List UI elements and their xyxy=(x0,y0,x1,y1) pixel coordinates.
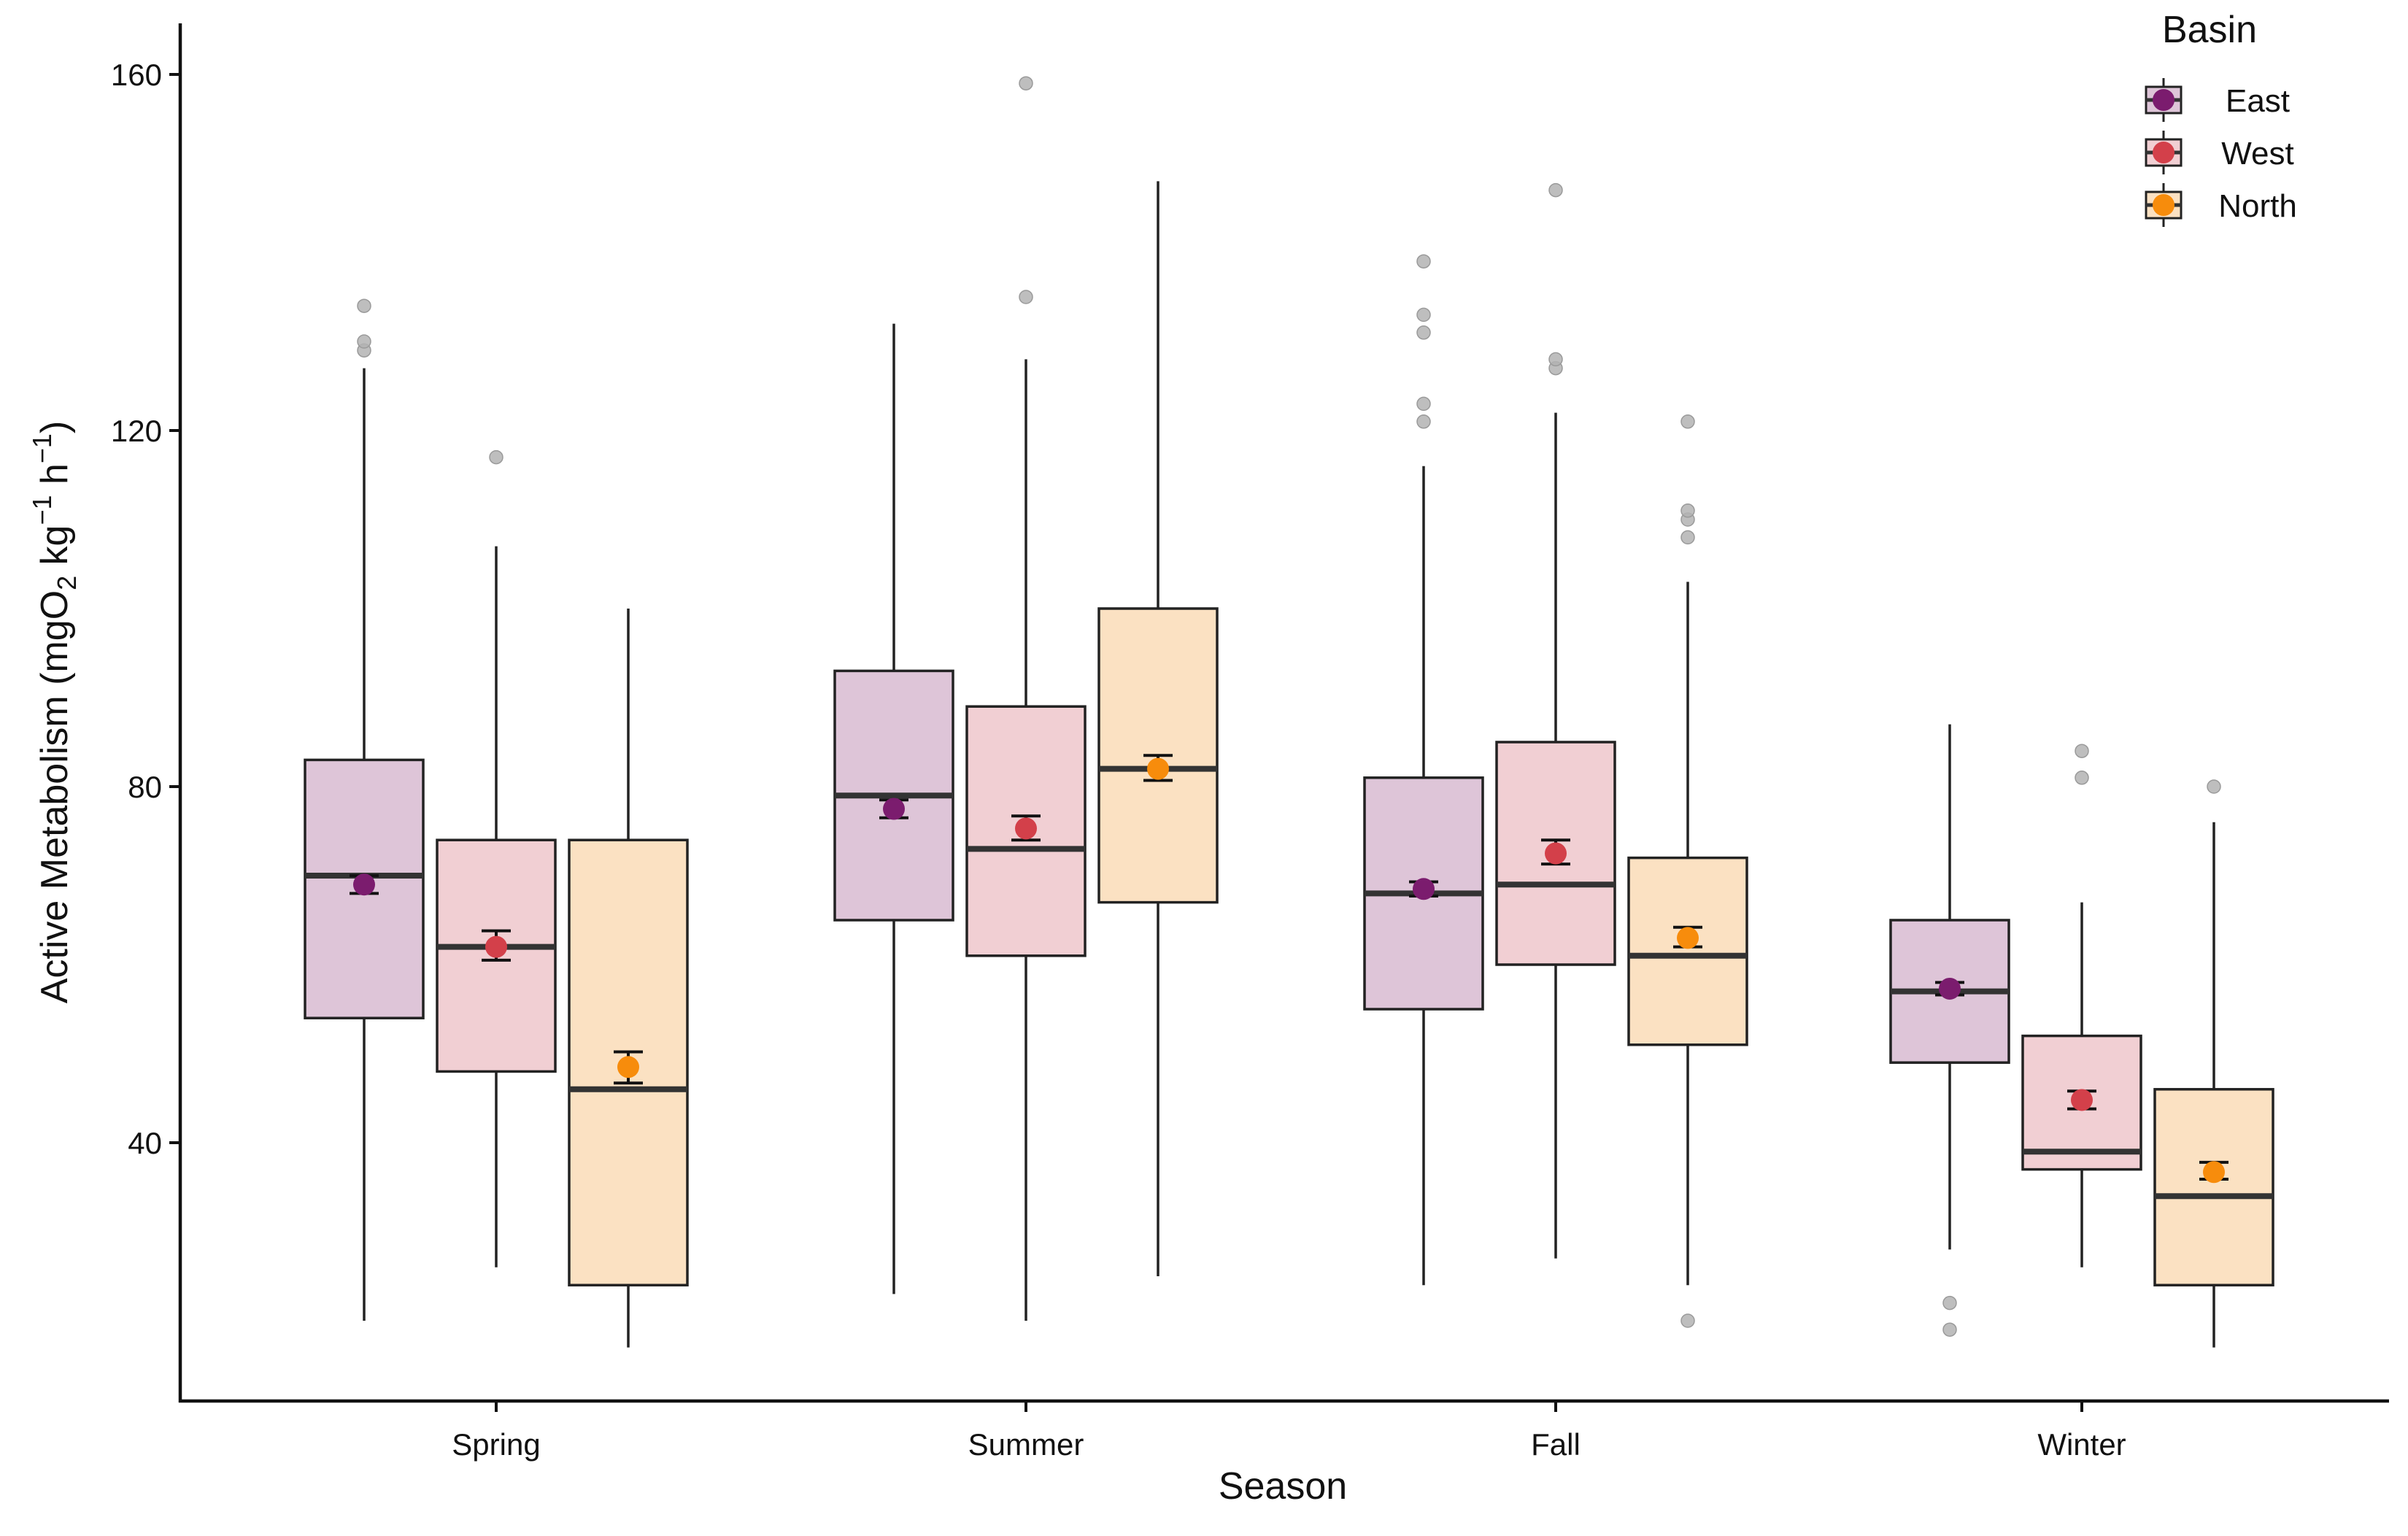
box-east-winter xyxy=(1889,724,2010,1337)
box-east-summer xyxy=(833,323,954,1294)
y-tick-label: 40 xyxy=(128,1126,162,1160)
legend-title: Basin xyxy=(2162,9,2257,51)
mean-point xyxy=(1545,842,1567,865)
mean-point xyxy=(883,798,905,820)
outlier-point xyxy=(357,298,371,313)
legend-label: West xyxy=(2221,136,2293,171)
legend: Basin East West North xyxy=(2145,9,2297,227)
mean-point xyxy=(353,873,375,896)
outlier-point xyxy=(1680,1313,1695,1328)
x-axis-title: Season xyxy=(1219,1465,1347,1508)
box-north-spring xyxy=(568,609,689,1348)
outlier-point xyxy=(1680,530,1695,545)
box-east-spring xyxy=(304,298,425,1321)
outlier-point xyxy=(1019,76,1033,90)
y-tick-label: 160 xyxy=(111,58,162,92)
box-iqr xyxy=(1627,856,1748,1046)
mean-point xyxy=(1677,927,1699,949)
mean-point xyxy=(485,935,507,958)
outlier-point xyxy=(489,449,503,465)
mean-point xyxy=(2071,1089,2093,1111)
axes: 40 80 120 160 Spring Summer Fall Winter Season… xyxy=(27,23,2389,1508)
box-west-spring xyxy=(436,449,557,1267)
outlier-point xyxy=(1416,325,1431,340)
outlier-point xyxy=(1680,414,1695,429)
y-tick-label: 120 xyxy=(111,414,162,448)
outlier-point xyxy=(1416,307,1431,323)
box-north-fall xyxy=(1627,414,1748,1328)
outlier-point xyxy=(1416,414,1431,429)
legend-key-point xyxy=(2153,194,2174,216)
legend-label: North xyxy=(2218,188,2297,224)
box-west-fall xyxy=(1495,182,1616,1259)
outlier-point xyxy=(1416,254,1431,269)
outlier-point xyxy=(1548,182,1563,198)
legend-entry-west: West xyxy=(2145,131,2294,174)
mean-point xyxy=(1015,817,1037,840)
box-north-winter xyxy=(2153,779,2274,1348)
x-tick-label: Spring xyxy=(452,1427,540,1462)
box-east-fall xyxy=(1363,254,1484,1286)
outlier-point xyxy=(2075,771,2089,785)
x-tick-label: Summer xyxy=(968,1427,1084,1462)
y-tick-label: 80 xyxy=(128,770,162,804)
legend-label: East xyxy=(2226,83,2290,119)
legend-entry-east: East xyxy=(2145,78,2290,122)
legend-key-point xyxy=(2153,89,2174,111)
outlier-point xyxy=(1548,352,1563,367)
outlier-point xyxy=(1942,1322,1957,1337)
legend-key-point xyxy=(2153,142,2174,163)
outlier-point xyxy=(1680,503,1695,518)
x-tick-label: Fall xyxy=(1531,1427,1581,1462)
box-west-summer xyxy=(965,76,1087,1321)
mean-point xyxy=(617,1056,639,1078)
mean-point xyxy=(1939,977,1961,1000)
x-tick-label: Winter xyxy=(2037,1427,2126,1462)
outlier-point xyxy=(1019,290,1033,304)
y-ticks: 40 80 120 160 xyxy=(111,58,180,1160)
outlier-point xyxy=(2207,779,2221,794)
mean-point xyxy=(2203,1161,2225,1184)
plot-area xyxy=(304,76,2274,1348)
mean-point xyxy=(1147,757,1169,780)
mean-point xyxy=(1413,878,1435,900)
y-axis-title: Active Metabolism (mgO2 kg−1 h−1) xyxy=(27,421,82,1004)
box-iqr xyxy=(2153,1088,2274,1286)
legend-entry-north: North xyxy=(2145,183,2297,227)
outlier-point xyxy=(1942,1295,1957,1311)
outlier-point xyxy=(357,334,371,349)
box-north-summer xyxy=(1097,181,1219,1276)
outlier-point xyxy=(1416,396,1431,412)
box-west-winter xyxy=(2021,744,2142,1267)
outlier-point xyxy=(2075,744,2089,758)
x-ticks: Spring Summer Fall Winter xyxy=(452,1401,2126,1462)
